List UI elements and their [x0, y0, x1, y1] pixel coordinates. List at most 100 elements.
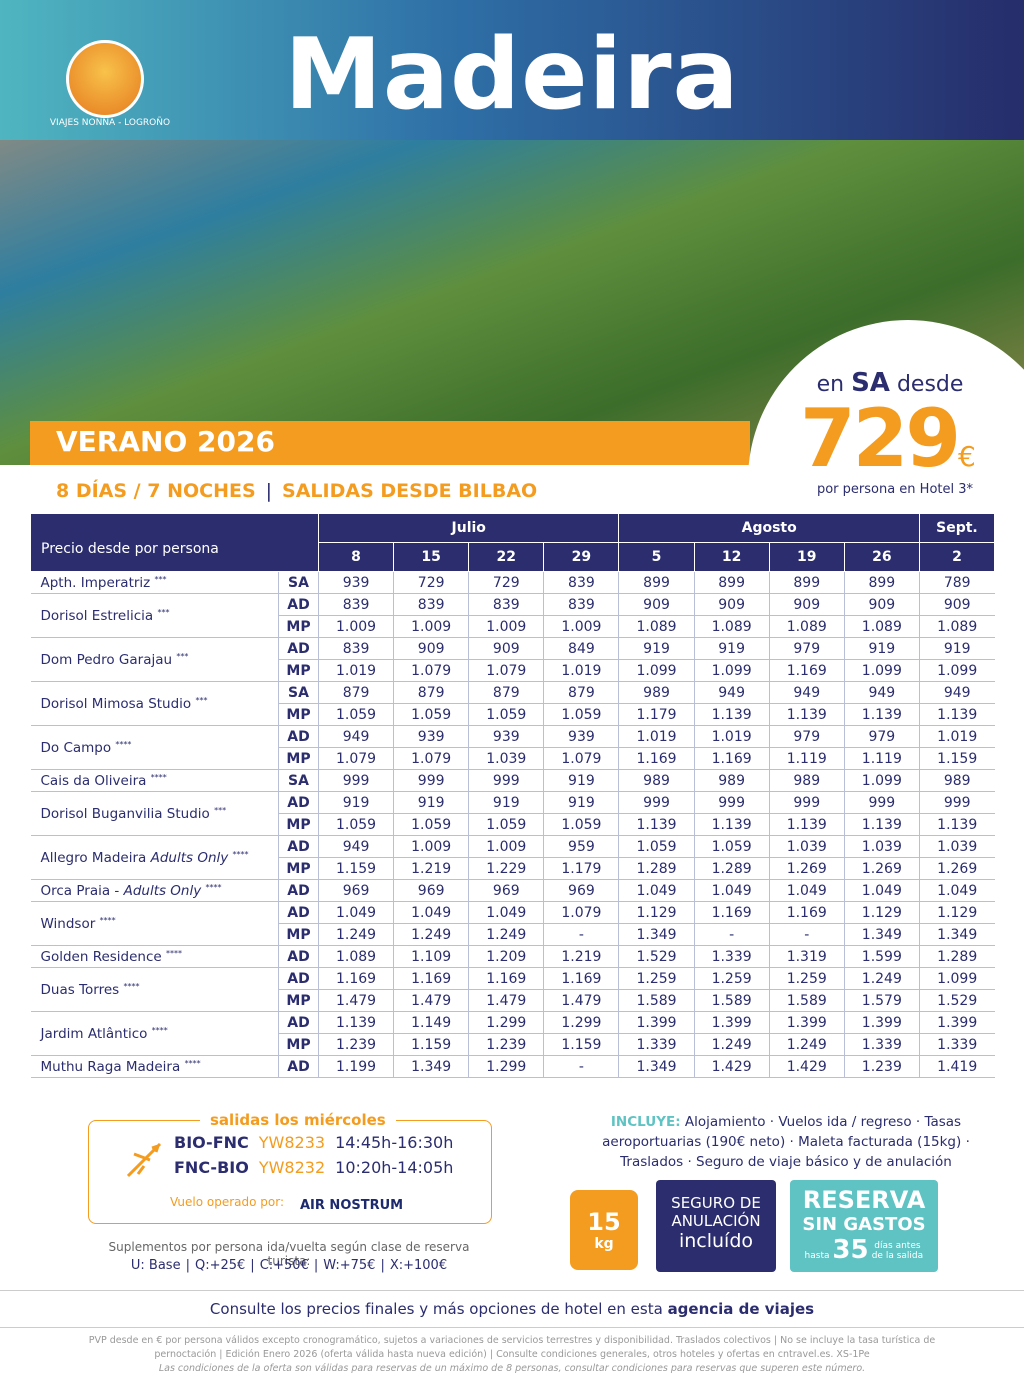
price: 909 — [918, 593, 995, 616]
price: 1.059 — [317, 703, 394, 726]
price: 1.269 — [918, 857, 995, 880]
plane-icon — [126, 1142, 162, 1178]
price: 899 — [768, 571, 845, 594]
price: 1.139 — [768, 703, 845, 726]
price: 1.299 — [468, 1011, 544, 1034]
footer-highlight: agencia de viajes — [667, 1300, 815, 1318]
price: 999 — [468, 769, 544, 792]
booking-line: RESERVA — [802, 1186, 926, 1214]
price: 1.009 — [393, 835, 469, 858]
footer-text: Consulte los precios finales y más opcio… — [209, 1300, 663, 1318]
price-row: Do Campo **** AD 949 939 939 939 1.019 1.019 979… — [30, 725, 995, 770]
hotel-name: Orca Praia - — [40, 882, 120, 899]
price: 1.169 — [693, 747, 770, 770]
price: 1.579 — [843, 989, 920, 1012]
price: 1.399 — [768, 1011, 845, 1034]
price-row: MP 1.059 1.059 1.059 1.059 1.139 1.139 1.139 1.1… — [31, 813, 995, 836]
price: 1.009 — [468, 615, 544, 638]
price: 1.049 — [918, 879, 995, 902]
includes: INCLUYE: Alojamiento · Vuelos ida / regr… — [576, 1112, 996, 1172]
price: 1.079 — [543, 901, 619, 924]
price: 1.429 — [693, 1055, 770, 1078]
promo-prefix: en — [816, 372, 845, 397]
price: 1.159 — [317, 857, 394, 880]
hotel: Allegro Madeira Adults Only **** — [30, 835, 279, 880]
hotel-name: Muthu Raga Madeira — [40, 1058, 181, 1075]
price: 1.119 — [843, 747, 920, 770]
hotel: Dom Pedro Garajau *** — [30, 637, 279, 682]
insurance-line: SEGURO DE — [671, 1194, 761, 1212]
price-row: MP 1.249 1.249 1.249-1.349- -1.349 1.349 — [31, 923, 995, 946]
price: 1.249 — [843, 967, 920, 990]
month: Sept. — [918, 513, 996, 543]
price: 989 — [693, 769, 770, 792]
price: 1.169 — [693, 901, 770, 924]
price: 1.349 — [618, 923, 695, 946]
header-band — [0, 0, 1024, 140]
logo — [66, 40, 144, 118]
price: 1.589 — [768, 989, 845, 1012]
hotel-name: Dorisol Buganvilia Studio — [40, 805, 210, 822]
price: 939 — [317, 571, 394, 594]
regime: MP — [278, 857, 319, 880]
time: 10:20h-14:05h — [335, 1158, 454, 1177]
hotel: Windsor **** — [30, 901, 279, 946]
price: 1.589 — [618, 989, 695, 1012]
date: 2 — [918, 542, 996, 572]
currency: € — [958, 440, 976, 473]
price: 909 — [393, 637, 469, 660]
price: 999 — [693, 791, 770, 814]
price: 1.099 — [618, 659, 695, 682]
regime: MP — [278, 703, 319, 726]
price: 989 — [918, 769, 995, 792]
price: 1.019 — [317, 659, 394, 682]
price: 899 — [693, 571, 770, 594]
stars: **** — [151, 1025, 168, 1035]
stars: *** — [154, 574, 167, 584]
price: 1.249 — [693, 1033, 770, 1056]
price: 999 — [317, 769, 394, 792]
flight-code: YW8232 — [258, 1158, 326, 1177]
fine-line: PVP desde en € por persona válidos excep… — [88, 1335, 936, 1346]
price: 1.159 — [543, 1033, 619, 1056]
price: 1.349 — [618, 1055, 695, 1078]
date: 5 — [618, 542, 695, 572]
price: 1.169 — [768, 659, 845, 682]
price-row: Windsor **** AD 1.049 1.049 1.049 1.079 1.129 1… — [30, 901, 995, 946]
table-label: Precio desde por persona — [30, 513, 319, 572]
date: 8 — [317, 542, 395, 572]
regime: MP — [278, 615, 319, 638]
departure: SALIDAS DESDE BILBAO — [282, 480, 538, 502]
hotel: Orca Praia - Adults Only **** — [30, 879, 279, 902]
hotel: Apth. Imperatriz *** — [30, 571, 279, 594]
price: 1.339 — [918, 1033, 995, 1056]
stars: **** — [99, 915, 116, 925]
price: 1.139 — [843, 813, 920, 836]
price: 1.169 — [468, 967, 544, 990]
price: 879 — [543, 681, 619, 704]
price: 919 — [618, 637, 695, 660]
table-head: Precio desde por persona Julio Agosto Sept.… — [30, 513, 996, 572]
regime: MP — [278, 1033, 319, 1056]
price-row: MP 1.059 1.059 1.059 1.059 1.179 1.139 1.139 1.1… — [31, 703, 995, 726]
price: 1.059 — [618, 835, 695, 858]
price: 1.249 — [317, 923, 394, 946]
price: 1.269 — [768, 857, 845, 880]
date: 29 — [543, 542, 620, 572]
price: 1.299 — [468, 1055, 544, 1078]
brand: VIAJES NONNA - LOGROÑO — [49, 118, 171, 128]
price: 979 — [768, 725, 845, 748]
price: 1.039 — [843, 835, 920, 858]
date: 15 — [393, 542, 470, 572]
promo-line: en SA desde — [780, 368, 1000, 398]
price: 1.139 — [918, 813, 995, 836]
price: 1.249 — [393, 923, 469, 946]
hotel: Dorisol Buganvilia Studio *** — [30, 791, 279, 836]
price: 1.159 — [393, 1033, 469, 1056]
price: 789 — [918, 571, 995, 594]
price: 1.239 — [317, 1033, 394, 1056]
price: 1.079 — [393, 747, 469, 770]
hotel-name: Dom Pedro Garajau — [40, 651, 173, 668]
price: 1.219 — [543, 945, 619, 968]
date: 22 — [468, 542, 545, 572]
